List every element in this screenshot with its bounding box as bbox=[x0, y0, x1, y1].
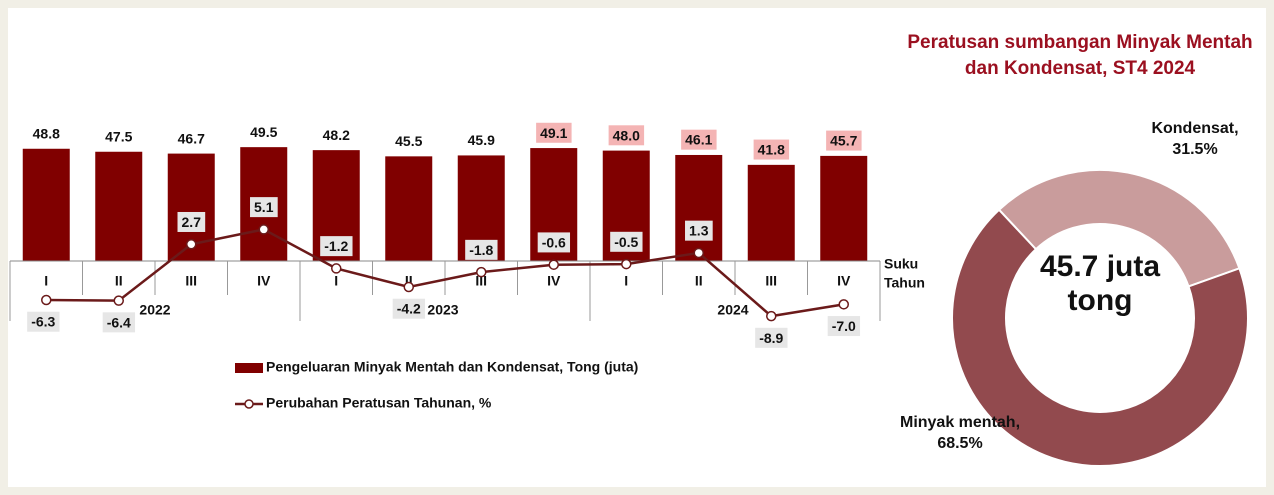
line-value-label-bg bbox=[465, 239, 498, 260]
bar bbox=[22, 148, 70, 261]
line-marker bbox=[693, 247, 704, 259]
x-tick-label: II bbox=[405, 273, 413, 289]
line-marker bbox=[331, 263, 342, 274]
bar-value-label: 48.0 bbox=[613, 127, 640, 143]
line-value-label: -7.0 bbox=[832, 318, 856, 334]
x-tick-label: I bbox=[334, 273, 338, 289]
bar-value-label-bg bbox=[681, 129, 717, 150]
line-value-label-bg bbox=[827, 316, 861, 337]
x-tick-label: III bbox=[185, 273, 197, 289]
year-label: 2024 bbox=[717, 302, 748, 318]
line-value-label-bg bbox=[755, 327, 788, 348]
bar-value-label: 45.9 bbox=[468, 132, 495, 148]
legend-swatch-marker bbox=[244, 399, 254, 409]
line-value-label-bg bbox=[392, 298, 426, 319]
bar-value-label: 45.7 bbox=[830, 133, 857, 149]
legend-label: Perubahan Peratusan Tahunan, % bbox=[266, 395, 492, 411]
x-tick-label: II bbox=[695, 273, 703, 289]
year-label: 2023 bbox=[427, 302, 458, 318]
donut-label: Kondensat, 31.5% bbox=[1151, 120, 1239, 158]
line-value-label-bg bbox=[177, 211, 206, 232]
x-axis-label: Suku bbox=[884, 256, 918, 272]
line-value-label-bg bbox=[320, 236, 353, 257]
x-tick-label: IV bbox=[547, 273, 561, 289]
bar-value-label-bg bbox=[536, 122, 572, 143]
bar-value-label: 49.5 bbox=[250, 124, 277, 140]
bar-value-label: 46.1 bbox=[685, 132, 712, 148]
legend-swatch bbox=[235, 363, 263, 373]
donut-segment bbox=[950, 208, 1249, 468]
line-value-label: -1.2 bbox=[324, 238, 348, 254]
line-value-label: -6.4 bbox=[107, 314, 131, 330]
bar bbox=[675, 154, 723, 261]
line bbox=[46, 228, 844, 318]
line-value-label: 1.3 bbox=[689, 223, 709, 239]
bar bbox=[95, 151, 143, 261]
year-label: 2022 bbox=[139, 302, 170, 318]
x-tick-label: I bbox=[44, 273, 48, 289]
line-marker bbox=[113, 295, 124, 306]
bar-value-label: 46.7 bbox=[178, 130, 205, 146]
bar-value-label-bg bbox=[826, 130, 862, 151]
line-value-label: -6.3 bbox=[31, 314, 55, 330]
x-tick-label: III bbox=[765, 273, 777, 289]
legend-label: Pengeluaran Minyak Mentah dan Kondensat,… bbox=[266, 359, 638, 375]
line-marker bbox=[838, 299, 849, 310]
line-marker bbox=[258, 224, 269, 235]
line-value-label: -1.8 bbox=[469, 242, 493, 258]
x-tick-label: I bbox=[624, 273, 628, 289]
line-value-label-bg bbox=[250, 197, 278, 218]
x-tick-label: II bbox=[115, 273, 123, 289]
line-marker bbox=[766, 310, 777, 322]
bar-value-label: 41.8 bbox=[758, 142, 785, 158]
bar-value-label: 49.1 bbox=[540, 125, 567, 141]
line-value-label: -4.2 bbox=[397, 301, 421, 317]
line-value-label-bg bbox=[685, 220, 713, 241]
line-value-label: 2.7 bbox=[182, 214, 202, 230]
bar-value-label: 48.2 bbox=[323, 127, 350, 143]
bar-value-label: 47.5 bbox=[105, 128, 132, 144]
x-axis-label: Tahun bbox=[884, 275, 925, 291]
donut-segment bbox=[997, 169, 1241, 288]
line-marker bbox=[403, 281, 414, 293]
line-value-label-bg bbox=[102, 312, 136, 333]
donut-label: Minyak mentah, 68.5% bbox=[899, 414, 1021, 452]
line-value-label-bg bbox=[610, 231, 643, 252]
line-value-label-bg bbox=[537, 232, 571, 253]
line-marker bbox=[548, 259, 559, 270]
line-marker bbox=[476, 266, 487, 278]
line-marker bbox=[186, 239, 197, 250]
x-tick-label: III bbox=[475, 273, 487, 289]
bar bbox=[747, 164, 795, 261]
line-value-label: -0.5 bbox=[614, 234, 638, 250]
x-tick-label: IV bbox=[837, 273, 851, 289]
line-marker bbox=[41, 294, 52, 306]
pie-title: Peratusan sumbangan Minyak Mentah dan Ko… bbox=[907, 32, 1253, 79]
bar bbox=[385, 156, 433, 261]
bar-value-label-bg bbox=[608, 125, 645, 146]
line-value-label: -0.6 bbox=[542, 234, 566, 250]
line-value-label: -8.9 bbox=[759, 330, 783, 346]
bar-value-label: 48.8 bbox=[33, 125, 60, 141]
bar bbox=[820, 155, 868, 261]
line-value-label: 5.1 bbox=[254, 199, 274, 215]
x-tick-label: IV bbox=[257, 273, 271, 289]
pie-center-text: 45.7 juta tong bbox=[1039, 250, 1161, 317]
line-value-label-bg bbox=[27, 311, 60, 332]
bar-value-label-bg bbox=[753, 139, 790, 160]
line-marker bbox=[621, 258, 632, 270]
bar-value-label: 45.5 bbox=[395, 133, 422, 149]
